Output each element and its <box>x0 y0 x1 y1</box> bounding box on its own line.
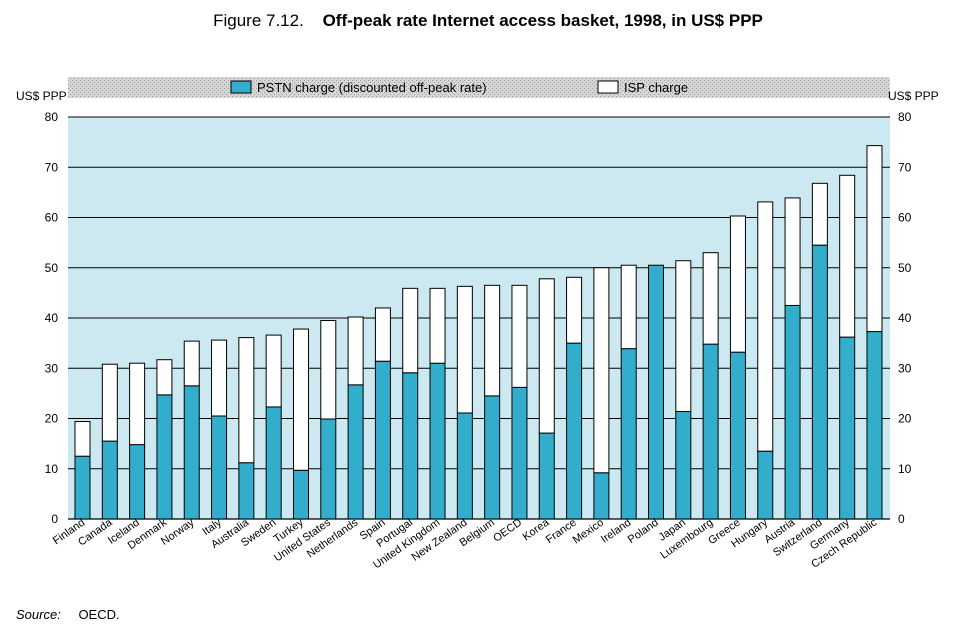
y-tick-label-left-70: 70 <box>45 160 59 174</box>
bar-pstn-20 <box>620 348 637 520</box>
bar-pstn-27 <box>811 244 828 520</box>
y-tick-label-right-40: 40 <box>898 311 912 325</box>
bar-pstn-25 <box>757 450 774 520</box>
bar-pstn-7 <box>265 406 282 520</box>
bar-pstn-9 <box>320 418 337 520</box>
bar-isp-2 <box>129 362 146 446</box>
bars <box>74 145 883 520</box>
bar-isp-7 <box>265 334 282 408</box>
bar-isp-14 <box>456 285 473 414</box>
bar-isp-28 <box>839 174 856 338</box>
bar-isp-4 <box>183 340 200 387</box>
source-text: OECD. <box>78 607 120 622</box>
bar-pstn-16 <box>511 386 528 520</box>
bar-pstn-29 <box>866 331 883 520</box>
legend-band <box>68 77 890 98</box>
bar-isp-24 <box>729 215 746 353</box>
x-tick-label-16: OECD <box>491 517 524 545</box>
x-tick-label-21: Poland <box>626 517 661 546</box>
bar-pstn-23 <box>702 343 719 520</box>
legend-swatch-2 <box>597 80 619 94</box>
bar-pstn-8 <box>292 469 309 520</box>
stacked-bar-chart: PSTN charge (discounted off-peak rate) IS… <box>16 77 939 571</box>
bar-isp-22 <box>675 260 692 412</box>
y-tick-label-right-80: 80 <box>898 110 912 124</box>
bar-pstn-12 <box>402 372 419 520</box>
bar-pstn-5 <box>211 415 228 520</box>
bar-isp-25 <box>757 201 774 452</box>
source-note: Source: OECD. <box>16 606 120 624</box>
bar-pstn-11 <box>374 360 391 520</box>
bar-isp-26 <box>784 197 801 306</box>
y-axis-label-right: US$ PPP <box>888 89 939 103</box>
bar-isp-6 <box>238 337 255 464</box>
y-tick-label-left-0: 0 <box>51 512 58 526</box>
bar-pstn-4 <box>183 385 200 520</box>
y-tick-label-left-30: 30 <box>45 361 59 375</box>
y-tick-label-right-60: 60 <box>898 211 912 225</box>
bar-pstn-28 <box>839 336 856 520</box>
bar-isp-29 <box>866 145 883 333</box>
bar-pstn-21 <box>648 264 665 520</box>
y-tick-label-right-0: 0 <box>898 512 905 526</box>
bar-isp-9 <box>320 320 337 420</box>
bar-pstn-18 <box>566 342 583 520</box>
bar-isp-5 <box>211 339 228 417</box>
bar-isp-3 <box>156 359 173 396</box>
bar-isp-18 <box>566 276 583 344</box>
legend: PSTN charge (discounted off-peak rate) IS… <box>68 77 890 98</box>
legend-swatch-1 <box>230 80 252 94</box>
bar-isp-0 <box>74 421 91 457</box>
bar-pstn-1 <box>101 440 118 520</box>
bar-pstn-13 <box>429 362 446 520</box>
bar-isp-19 <box>593 267 610 474</box>
bar-isp-10 <box>347 316 364 386</box>
bar-pstn-3 <box>156 394 173 520</box>
y-tick-label-left-10: 10 <box>45 462 59 476</box>
bar-isp-15 <box>484 284 501 397</box>
chart-title: Figure 7.12. Off-peak rate Internet acce… <box>0 10 976 32</box>
bar-isp-20 <box>620 264 637 350</box>
bar-isp-8 <box>292 328 309 471</box>
y-tick-label-left-60: 60 <box>45 211 59 225</box>
bar-pstn-14 <box>456 412 473 520</box>
y-tick-label-right-30: 30 <box>898 361 912 375</box>
bar-isp-16 <box>511 284 528 388</box>
bar-isp-11 <box>374 307 391 362</box>
bar-isp-23 <box>702 252 719 345</box>
y-tick-label-left-50: 50 <box>45 261 59 275</box>
legend-label-2: ISP charge <box>624 80 688 95</box>
axes: 0 0 10 10 20 20 30 30 40 40 50 50 60 60 70 70 80 80 US$ PP… <box>16 89 939 526</box>
bar-isp-13 <box>429 287 446 364</box>
y-tick-label-right-10: 10 <box>898 462 912 476</box>
y-axis-label-left: US$ PPP <box>16 89 67 103</box>
figure-title: Off-peak rate Internet access basket, 19… <box>322 11 763 30</box>
bar-isp-1 <box>101 363 118 442</box>
bar-isp-12 <box>402 287 419 374</box>
figure-number: Figure 7.12. <box>213 11 304 30</box>
y-tick-label-left-40: 40 <box>45 311 59 325</box>
y-tick-label-right-70: 70 <box>898 160 912 174</box>
bar-pstn-15 <box>484 395 501 520</box>
bar-pstn-6 <box>238 462 255 520</box>
bar-pstn-22 <box>675 410 692 520</box>
y-tick-label-left-80: 80 <box>45 110 59 124</box>
bar-pstn-24 <box>729 351 746 520</box>
x-tick-label-19: Mexico <box>571 517 606 547</box>
bar-pstn-19 <box>593 472 610 520</box>
bar-pstn-0 <box>74 455 91 520</box>
bar-pstn-10 <box>347 384 364 520</box>
bar-isp-27 <box>811 182 828 246</box>
bar-pstn-17 <box>538 432 555 520</box>
bar-pstn-26 <box>784 304 801 520</box>
y-tick-label-right-20: 20 <box>898 412 912 426</box>
legend-label-1: PSTN charge (discounted off-peak rate) <box>257 80 487 95</box>
source-label: Source: <box>16 607 61 622</box>
y-tick-label-right-50: 50 <box>898 261 912 275</box>
bar-pstn-2 <box>129 444 146 520</box>
bar-isp-17 <box>538 278 555 434</box>
y-tick-label-left-20: 20 <box>45 412 59 426</box>
